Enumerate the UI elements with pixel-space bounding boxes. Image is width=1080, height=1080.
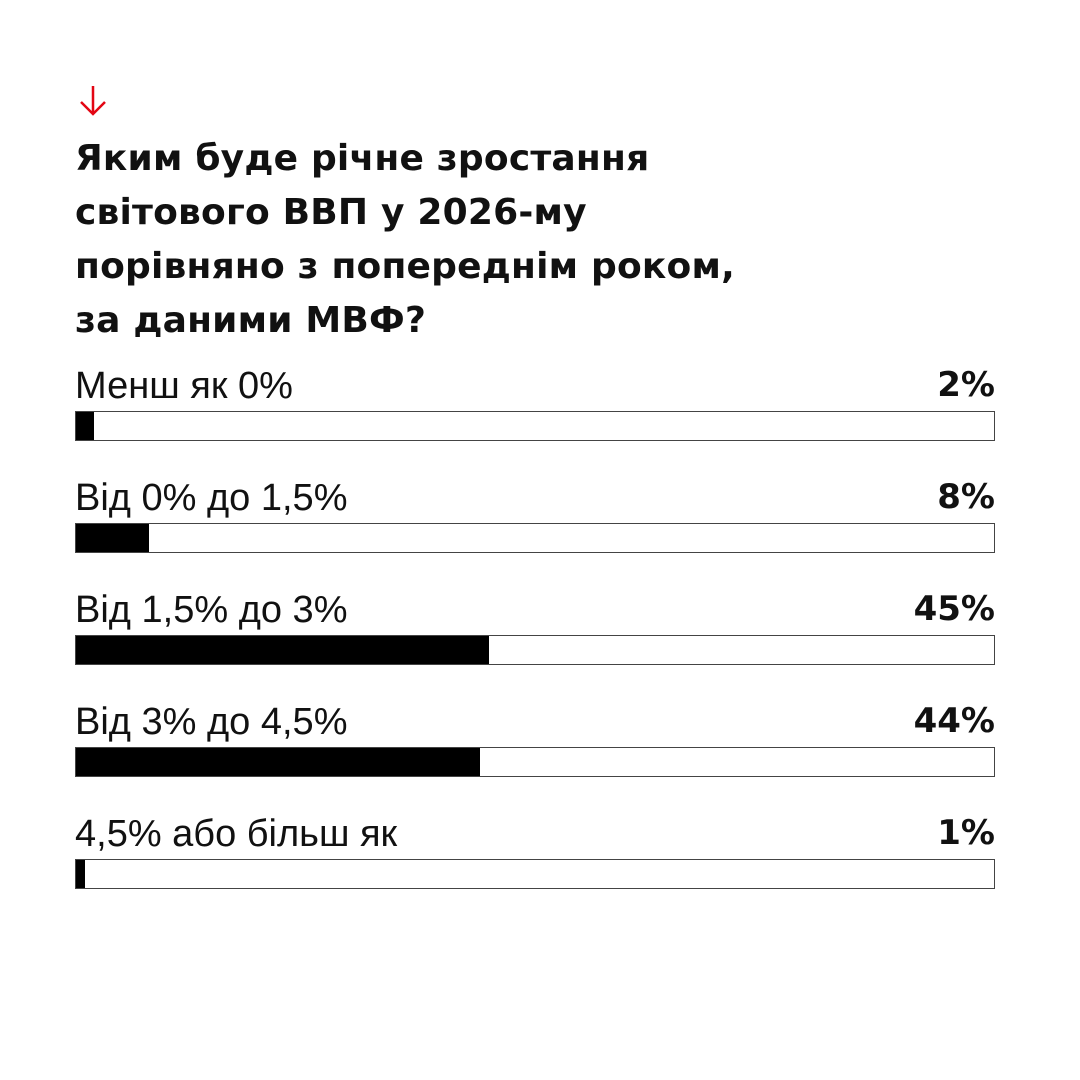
bar xyxy=(76,748,480,776)
option-label: Менш як 0% xyxy=(75,365,293,407)
poll-option: Менш як 0% 2% xyxy=(75,365,995,455)
poll-option: Від 0% до 1,5% 8% xyxy=(75,477,995,567)
chart-title: Яким буде річне зростання світового ВВП … xyxy=(75,138,735,341)
bar-track xyxy=(75,859,995,889)
option-label: Від 3% до 4,5% xyxy=(75,701,348,743)
option-label: 4,5% або більш як xyxy=(75,813,398,855)
bar xyxy=(76,524,150,552)
poll-option: Від 3% до 4,5% 44% xyxy=(75,701,995,791)
value-label: 8% xyxy=(937,477,995,517)
poll-option: Від 1,5% до 3% 45% xyxy=(75,589,995,679)
bar xyxy=(76,860,86,888)
poll-option: 4,5% або більш як 1% xyxy=(75,813,995,903)
bar-track xyxy=(75,635,995,665)
bar-track xyxy=(75,523,995,553)
bar-track xyxy=(75,411,995,441)
bar xyxy=(76,412,95,440)
option-label: Від 1,5% до 3% xyxy=(75,589,348,631)
option-label: Від 0% до 1,5% xyxy=(75,477,348,519)
value-label: 2% xyxy=(937,365,995,405)
bar xyxy=(76,636,490,664)
arrow-icon xyxy=(80,86,106,116)
value-label: 44% xyxy=(913,701,995,741)
value-label: 45% xyxy=(913,589,995,629)
value-label: 1% xyxy=(937,813,995,853)
bar-track xyxy=(75,747,995,777)
